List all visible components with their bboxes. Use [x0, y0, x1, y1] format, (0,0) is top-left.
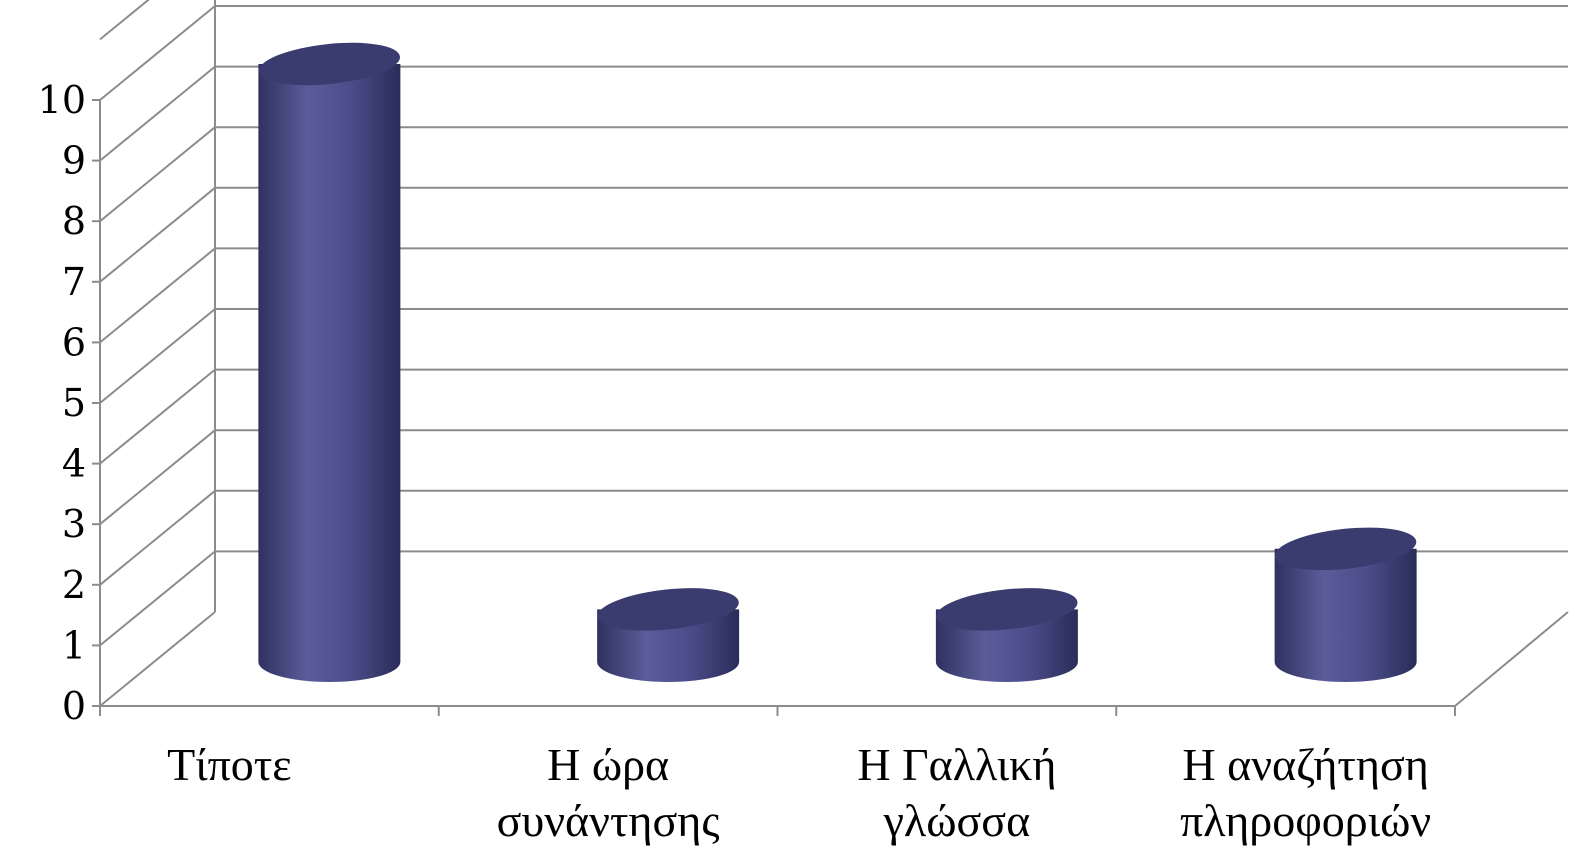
bar-top: [936, 588, 1078, 631]
y-tick-label: 3: [62, 502, 86, 546]
y-tick-label: 0: [62, 684, 86, 728]
y-tick-labels: 0 1 2 3 4 5 6 7 8 9 10: [38, 78, 86, 728]
bar-top: [597, 588, 739, 631]
side-gridline: [99, 429, 216, 525]
y-tick-label: 6: [62, 320, 86, 364]
x-category-label: Η Γαλλική γλώσσα: [857, 739, 1056, 846]
y-tick-label: 4: [62, 442, 86, 486]
bar-2: [597, 588, 740, 682]
y-tick-label: 1: [62, 623, 86, 667]
y-tick-label: 7: [62, 260, 86, 304]
floor-right-edge: [1454, 611, 1569, 707]
bar-top: [1274, 527, 1417, 571]
x-category-label: Η αναζήτηση πληροφοριών: [1180, 739, 1431, 846]
bar-body: [1274, 548, 1417, 683]
side-gridline: [99, 65, 216, 162]
category-labels: Τίποτε Η ώρα συνάντησης Η Γαλλική γλώσσα Η αν…: [167, 739, 1431, 846]
y-tick-label: 10: [38, 78, 86, 122]
y-tick-label: 5: [62, 381, 86, 425]
gridlines: [99, 0, 1568, 707]
side-gridline: [99, 126, 216, 222]
side-gridline-top: [99, 0, 150, 41]
bar-4: [1274, 527, 1417, 683]
side-gridline: [99, 247, 216, 344]
bars: [258, 42, 1417, 683]
side-gridline: [99, 187, 216, 283]
side-gridline: [99, 5, 216, 101]
side-gridline: [99, 490, 216, 586]
bar-top: [258, 42, 401, 86]
side-gridline: [99, 611, 216, 707]
bar-1: [258, 42, 401, 683]
axes: [92, 99, 1569, 716]
y-tick-label: 2: [62, 563, 86, 607]
side-gridline: [99, 368, 216, 465]
y-tick-label: 8: [62, 199, 86, 243]
side-gridline: [99, 550, 216, 647]
x-category-label: Η ώρα συνάντησης: [497, 739, 720, 846]
y-tick-label: 9: [62, 139, 86, 183]
side-gridline: [99, 308, 216, 404]
x-category-label: Τίποτε: [167, 739, 292, 790]
bar-body: [258, 64, 401, 683]
bar-3: [935, 588, 1078, 683]
